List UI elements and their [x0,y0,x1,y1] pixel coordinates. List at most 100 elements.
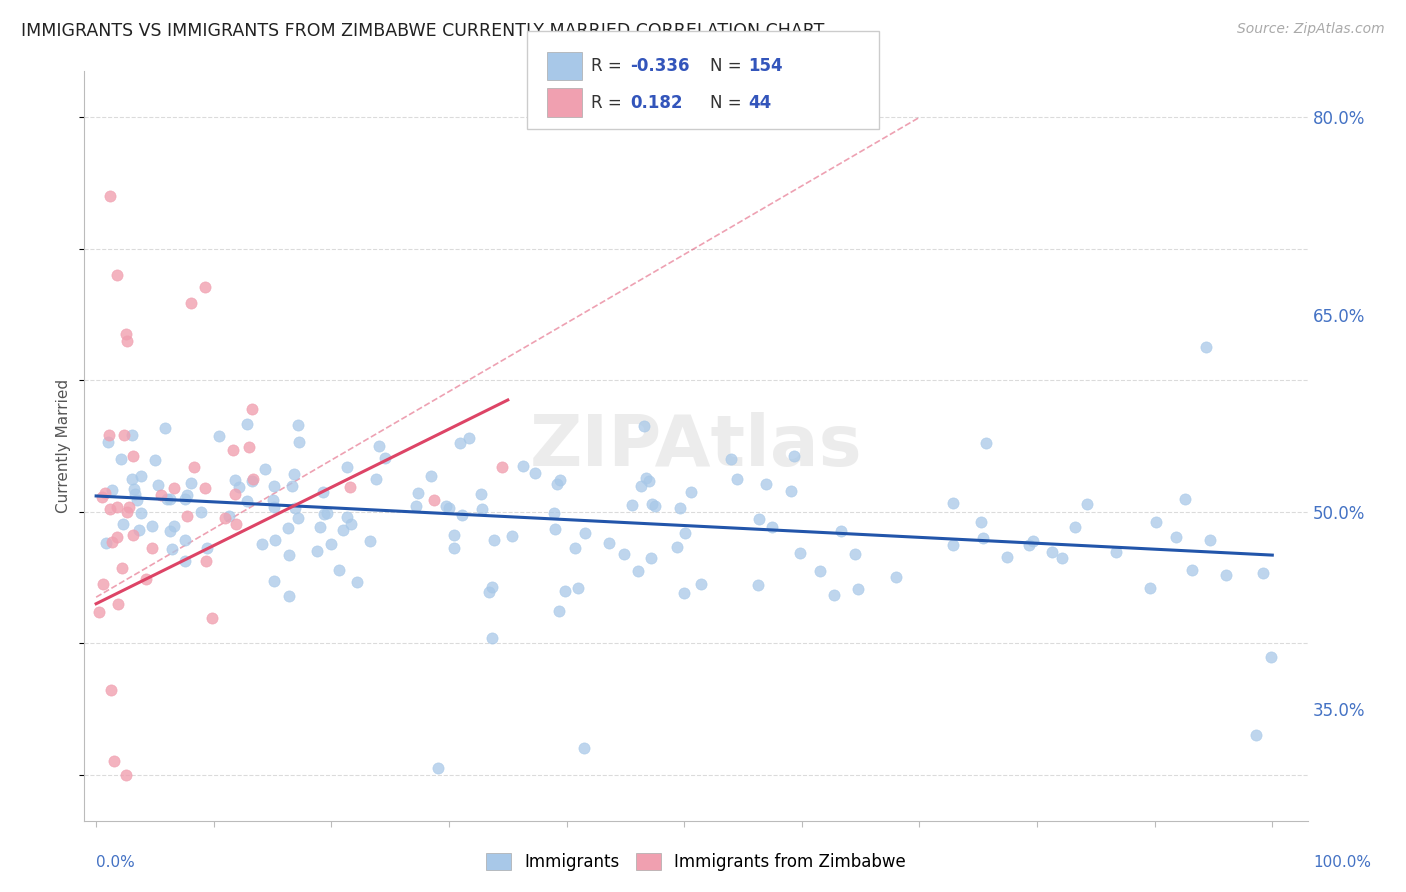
Point [884,570,907,584]
Point [190,505,212,519]
Point [630,478,652,492]
Point [180,296,202,310]
Point [307,544,329,558]
Point [225,516,247,531]
Point [640,551,662,566]
Point [309,520,332,534]
Point [548,473,571,487]
Point [470,487,492,501]
Point [127,492,149,507]
Legend: Immigrants, Immigrants from Zimbabwe: Immigrants, Immigrants from Zimbabwe [478,845,914,880]
Point [420,468,443,483]
Point [689,576,711,591]
Point [823,588,845,602]
Point [543,506,565,520]
Point [145,452,167,467]
Point [1063,520,1085,534]
Point [224,487,246,501]
Point [471,501,494,516]
Point [457,431,479,445]
Point [681,484,703,499]
Point [423,493,446,508]
Point [1181,563,1204,577]
Point [1139,581,1161,595]
Point [340,517,363,532]
Point [105,530,128,544]
Point [336,460,359,475]
Point [112,516,135,531]
Point [174,533,197,548]
Point [666,541,689,555]
Point [162,481,184,495]
Point [364,472,387,486]
Point [426,761,449,775]
Point [250,537,273,551]
Point [121,428,143,442]
Point [201,610,224,624]
Point [620,498,643,512]
Point [176,488,198,502]
Point [149,488,172,502]
Point [748,512,770,526]
Point [98,189,121,203]
Point [263,478,285,492]
Point [240,402,263,417]
Point [281,479,304,493]
Point [238,440,260,454]
Point [262,493,284,508]
Point [1018,538,1040,552]
Point [114,767,136,781]
Point [359,534,381,549]
Point [97,434,120,449]
Point [194,554,217,568]
Point [942,538,965,552]
Point [218,508,240,523]
Point [100,483,122,498]
Point [207,429,229,443]
Point [747,578,769,592]
Point [112,427,135,442]
Point [669,500,692,515]
Point [183,459,205,474]
Point [808,564,831,578]
Text: 44: 44 [748,94,772,112]
Point [1195,340,1218,354]
Point [115,334,138,348]
Point [1050,551,1073,566]
Point [546,476,568,491]
Point [1076,497,1098,511]
Point [406,485,429,500]
Point [97,428,120,442]
Point [180,476,202,491]
Point [346,574,368,589]
Point [481,580,503,594]
Point [544,522,567,536]
Point [844,547,866,561]
Point [783,450,806,464]
Point [236,493,259,508]
Point [159,492,181,507]
Point [1144,515,1167,529]
Point [972,531,994,545]
Text: ZIPAtlas: ZIPAtlas [530,411,862,481]
Point [942,496,965,510]
Text: 100.0%: 100.0% [1313,855,1371,870]
Point [1246,728,1268,742]
Point [110,452,132,467]
Point [193,481,215,495]
Point [194,279,217,293]
Point [449,436,471,450]
Point [638,475,661,489]
Point [141,541,163,555]
Point [105,268,128,282]
Point [312,485,335,500]
Point [995,550,1018,565]
Point [287,511,309,525]
Point [153,421,176,435]
Point [1251,566,1274,580]
Point [277,521,299,535]
Text: Source: ZipAtlas.com: Source: ZipAtlas.com [1237,22,1385,37]
Point [572,741,595,756]
Point [122,450,145,464]
Point [94,536,117,550]
